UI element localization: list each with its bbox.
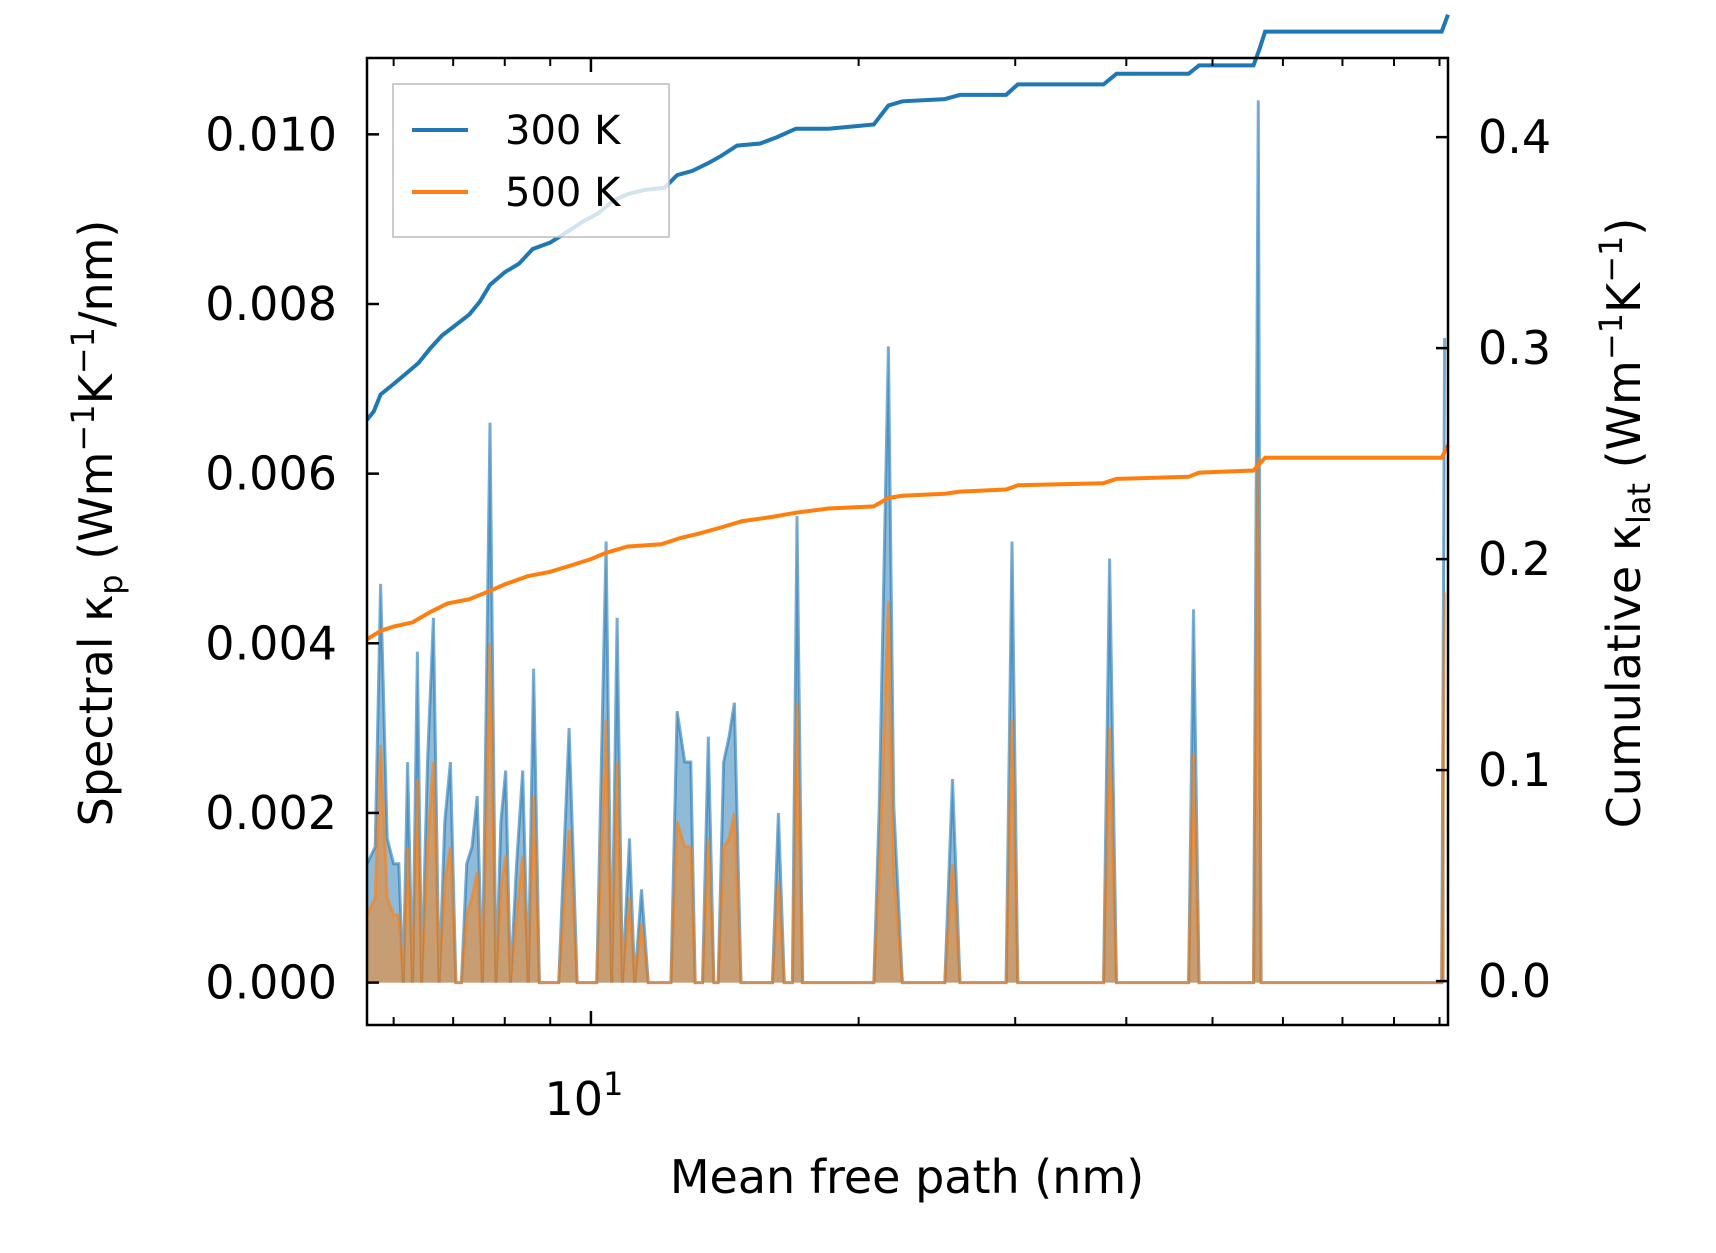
right-y-tick-label: 0.2 [1478, 532, 1551, 586]
left-y-tick-label: 0.006 [205, 447, 337, 501]
spectral-fill-layer [367, 100, 1445, 983]
spectral-line-500-k [365, 456, 1447, 985]
legend-label-300k: 300 K [505, 108, 622, 154]
cumulative-line-500-k [365, 444, 1450, 642]
right-y-tick-label: 0.3 [1478, 321, 1551, 375]
cumulative-line-layer [365, 14, 1450, 642]
right-y-tick-label: 0.0 [1478, 954, 1551, 1008]
spectral-line-layer [365, 100, 1447, 985]
plot-frame [365, 56, 1450, 1027]
tick-layer: 0.000 0.002 0.004 0.006 0.008 0.010 0.0 0.1 0.2 0… [205, 58, 1551, 1126]
legend-box [392, 83, 670, 238]
left-y-tick-label: 0.010 [205, 107, 337, 161]
legend: 300 K 500 K [392, 83, 670, 238]
right-y-tick-label: 0.4 [1478, 110, 1551, 164]
left-y-tick-label: 0.008 [205, 277, 337, 331]
x-tick-label: 101 [544, 1065, 623, 1126]
right-y-tick-label: 0.1 [1478, 743, 1551, 797]
left-y-tick-label: 0.002 [205, 786, 337, 840]
left-y-tick-label: 0.000 [205, 956, 337, 1010]
x-axis-title: Mean free path (nm) [670, 1150, 1144, 1204]
left-y-tick-label: 0.004 [205, 616, 337, 670]
right-y-axis-title: Cumulative κlat (Wm−1K−1) [1592, 218, 1658, 829]
cumulative-line-300-k [365, 14, 1450, 422]
left-y-axis-title: Spectral κp (Wm−1K−1/nm) [64, 220, 130, 827]
spectral-fill-500-k [367, 456, 1445, 983]
legend-label-500k: 500 K [505, 170, 622, 216]
